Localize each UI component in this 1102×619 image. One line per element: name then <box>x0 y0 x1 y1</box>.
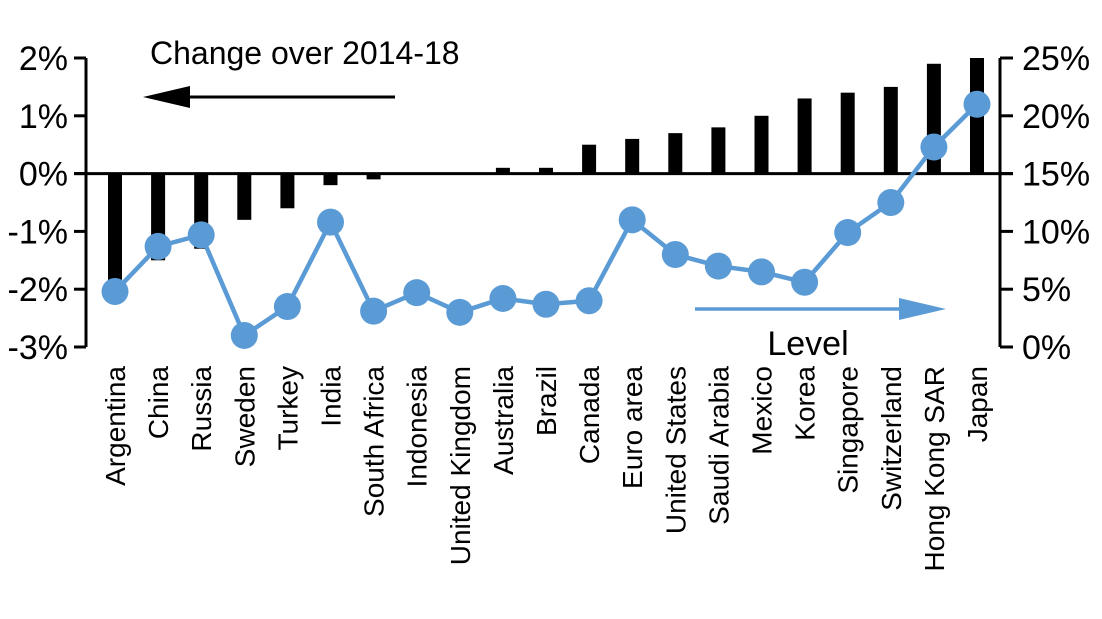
left-axis-tick-label: 2% <box>19 40 68 78</box>
category-label: Singapore <box>833 366 864 494</box>
right-axis-tick-label: 25% <box>1022 40 1090 78</box>
category-label: India <box>316 366 347 427</box>
category-label: Mexico <box>747 366 778 455</box>
marker-singapore <box>834 219 862 247</box>
right-arrow-icon <box>899 298 946 320</box>
bar-united-states <box>668 133 683 174</box>
bar-canada <box>582 144 597 174</box>
category-label: Indonesia <box>402 366 433 488</box>
marker-japan <box>963 90 991 118</box>
bar-korea <box>797 98 812 174</box>
marker-sweden <box>230 321 258 349</box>
left-axis-tick-label: -2% <box>8 271 68 309</box>
left-axis-tick-label: -3% <box>8 329 68 367</box>
right-axis-tick-label: 15% <box>1022 156 1090 194</box>
category-label: China <box>143 366 174 440</box>
marker-korea <box>791 268 819 296</box>
bar-australia <box>495 167 510 174</box>
category-label: Sweden <box>229 366 260 467</box>
category-label: Switzerland <box>876 366 907 511</box>
category-label: Turkey <box>272 366 303 451</box>
bar-mexico <box>754 115 769 174</box>
marker-indonesia <box>403 279 431 307</box>
marker-switzerland <box>877 189 905 216</box>
category-label: Australia <box>488 366 519 475</box>
left-axis-tick-label: -1% <box>8 213 68 251</box>
category-label: South Africa <box>359 366 390 517</box>
category-label: Korea <box>790 366 821 441</box>
left-arrow-icon <box>143 86 190 108</box>
left-axis-tick-label: 1% <box>19 98 68 136</box>
category-label: Hong Kong SAR <box>919 366 950 571</box>
category-label: Euro area <box>617 366 648 489</box>
marker-australia <box>489 284 517 312</box>
bar-turkey <box>280 173 295 209</box>
category-label: Brazil <box>531 366 562 436</box>
bar-saudi-arabia <box>711 127 726 174</box>
marker-india <box>317 208 344 236</box>
right-axis-tick-label: 5% <box>1022 271 1071 309</box>
marker-russia <box>187 221 215 249</box>
bar-singapore <box>840 92 855 174</box>
marker-saudi-arabia <box>704 252 732 280</box>
left-axis-tick-label: 0% <box>19 156 68 194</box>
right-axis-tick-label: 10% <box>1022 213 1090 251</box>
bar-euro-area <box>625 138 640 174</box>
category-label: Canada <box>574 366 605 465</box>
marker-china <box>144 232 172 260</box>
bar-south-africa <box>366 173 381 180</box>
marker-south-africa <box>360 297 388 325</box>
bar-series-label: Change over 2014-18 <box>150 35 460 71</box>
category-label: Argentina <box>100 366 131 486</box>
category-label: United States <box>660 366 691 534</box>
right-axis-tick-label: 0% <box>1022 329 1071 367</box>
line-series-label: Level <box>767 325 848 363</box>
category-label: Saudi Arabia <box>703 366 734 525</box>
bar-switzerland <box>883 86 898 174</box>
category-label: Russia <box>186 366 217 452</box>
marker-turkey <box>273 293 301 321</box>
category-label: Japan <box>962 366 993 442</box>
marker-argentina <box>101 278 129 306</box>
category-label: United Kingdom <box>445 366 476 565</box>
bar-sweden <box>237 173 252 220</box>
marker-canada <box>575 287 603 315</box>
bar-argentina <box>108 173 122 284</box>
marker-hong-kong-sar <box>920 133 948 161</box>
marker-united-kingdom <box>446 298 474 326</box>
marker-brazil <box>532 290 560 318</box>
bar-brazil <box>539 167 553 174</box>
right-axis-tick-label: 20% <box>1022 98 1090 136</box>
marker-mexico <box>748 258 775 286</box>
marker-united-states <box>661 241 689 269</box>
bar-india <box>323 173 338 186</box>
marker-euro-area <box>618 206 646 234</box>
